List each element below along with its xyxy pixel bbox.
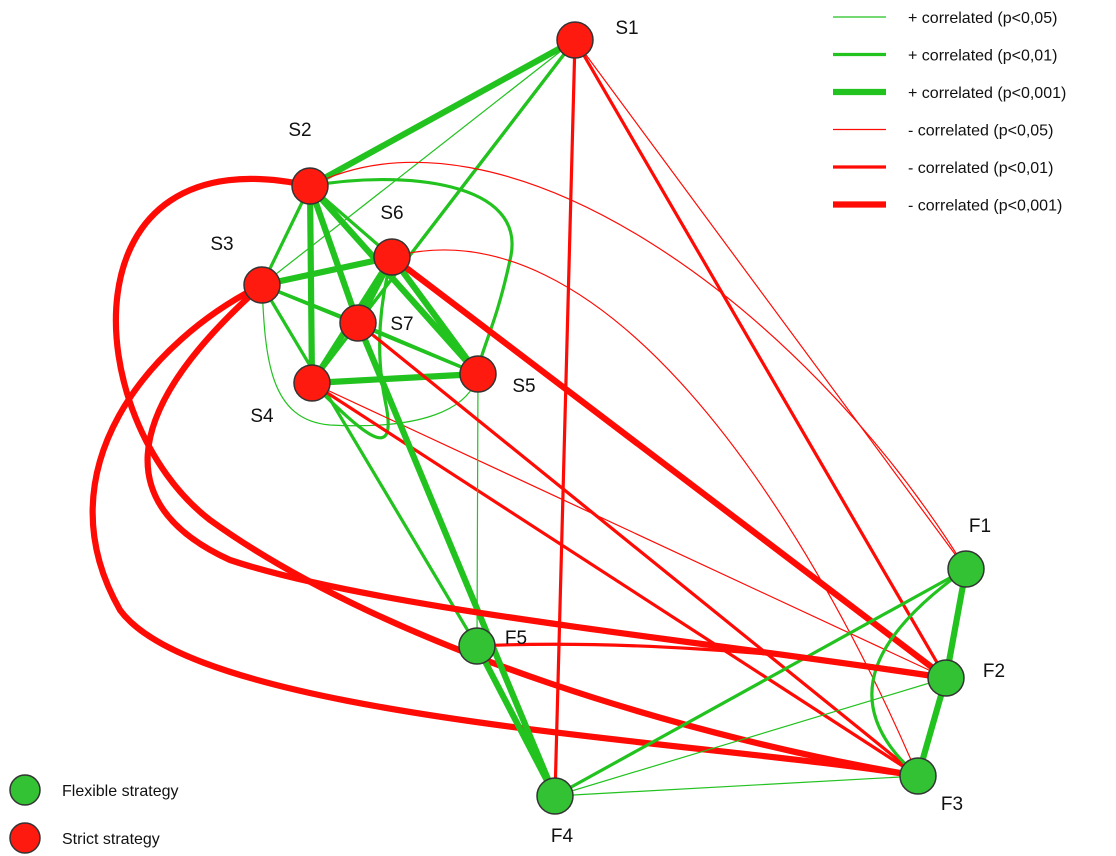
- node-f4: [536, 777, 574, 815]
- legend-node-label-strict: Strict strategy: [62, 831, 160, 848]
- node-label-s2: S2: [288, 120, 311, 141]
- edges-layer: [89, 36, 970, 800]
- edge-s2-f1: [309, 161, 967, 570]
- node-f2: [927, 659, 965, 697]
- node-s6: [373, 238, 411, 276]
- edge-s3-s6: [258, 253, 396, 289]
- node-f1: [947, 550, 985, 588]
- edge-s4-f2: [311, 382, 947, 679]
- edge-s2-s5: [308, 178, 514, 376]
- edge-s2-s7: [306, 182, 362, 327]
- node-label-s6: S6: [380, 203, 403, 224]
- edge-s1-f1: [574, 39, 967, 570]
- edge-f2-f5: [475, 642, 948, 680]
- edge-s4-s6: [310, 255, 394, 440]
- legend-label-positive-1: + correlated (p<0,05): [908, 10, 1057, 27]
- node-label-f5: F5: [505, 628, 527, 649]
- node-s2: [291, 167, 329, 205]
- edge-s2-s4: [306, 182, 316, 387]
- legend-node-flexible: [9, 774, 41, 806]
- legend-label-negative-3: - correlated (p<0,001): [908, 198, 1062, 215]
- edge-s7-f3: [356, 321, 920, 778]
- node-label-f1: F1: [969, 516, 991, 537]
- node-s4: [293, 364, 331, 402]
- edge-s1-f4: [553, 38, 577, 798]
- edge-s6-f2: [388, 253, 950, 682]
- node-f3: [899, 757, 937, 795]
- node-label-s3: S3: [210, 234, 233, 255]
- edge-s1-s2: [306, 36, 579, 190]
- node-label-f4: F4: [551, 826, 574, 847]
- edge-f4-f1: [553, 567, 968, 798]
- legend-label-negative-2: - correlated (p<0,01): [908, 160, 1053, 177]
- node-label-s5: S5: [512, 376, 535, 397]
- edge-s3-f5: [260, 283, 479, 648]
- legend: + correlated (p<0,05) + correlated (p<0,0…: [9, 10, 1066, 854]
- edge-s1-f2: [573, 38, 948, 680]
- legend-label-negative-1: - correlated (p<0,05): [908, 123, 1053, 140]
- node-s1: [556, 21, 594, 59]
- edge-f5-f4: [473, 642, 559, 800]
- edge-f4-f3: [554, 775, 919, 797]
- legend-label-positive-2: + correlated (p<0,01): [908, 48, 1057, 65]
- node-s5: [459, 355, 497, 393]
- legend-node-label-flexible: Flexible strategy: [62, 783, 179, 800]
- edge-s5-s7: [356, 321, 480, 376]
- node-label-s7: S7: [390, 314, 413, 335]
- edge-s6-f3: [391, 249, 919, 777]
- node-label-f3: F3: [941, 794, 963, 815]
- node-s7: [339, 304, 377, 342]
- legend-node-strict: [9, 822, 41, 854]
- node-label-s4: S4: [250, 406, 274, 427]
- node-label-f2: F2: [983, 661, 1005, 682]
- edge-s4-s5: [308, 370, 482, 387]
- legend-label-positive-3: + correlated (p<0,001): [908, 85, 1066, 102]
- node-label-s1: S1: [615, 18, 638, 39]
- edge-s2-f3: [112, 175, 922, 780]
- edge-s5-s6: [388, 253, 482, 378]
- node-s3: [243, 266, 281, 304]
- edge-s3-f3: [89, 281, 922, 780]
- edge-f2-s3: [144, 281, 950, 682]
- edge-f4-f2: [554, 677, 947, 797]
- edge-s7-f4: [354, 319, 559, 800]
- node-f5: [458, 627, 496, 665]
- nodes-layer: S1 S2 S3 S4 S5 S6 S7 F1 F2 F3 F4 F5: [210, 18, 1005, 847]
- edge-s2-s5: [306, 182, 482, 378]
- edge-s4-f3: [310, 381, 920, 778]
